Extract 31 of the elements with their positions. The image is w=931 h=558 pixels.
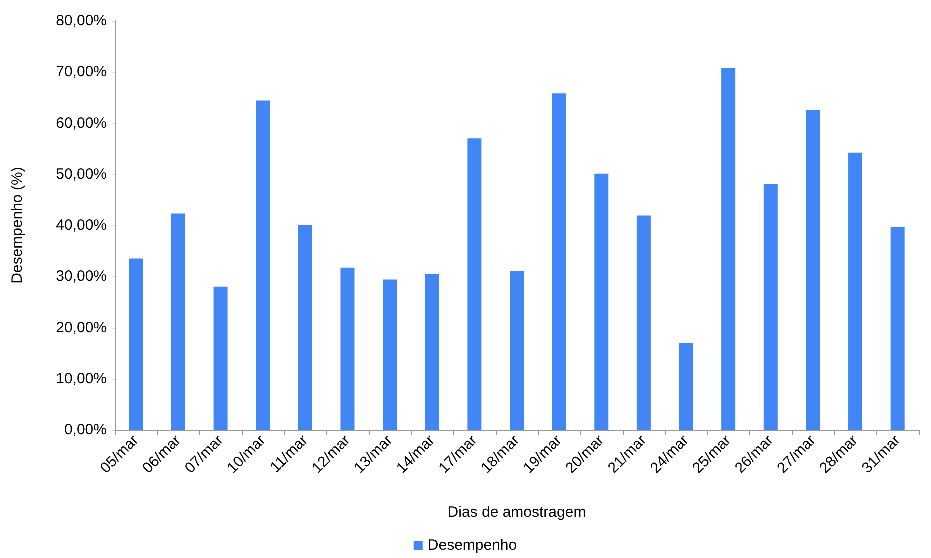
bar bbox=[848, 152, 863, 430]
bar bbox=[679, 343, 694, 430]
y-tick-label: 30,00% bbox=[56, 268, 107, 286]
bar bbox=[214, 286, 228, 430]
y-tick-label: 60,00% bbox=[56, 114, 107, 132]
y-tick-label: 10,00% bbox=[56, 370, 107, 388]
bar bbox=[806, 110, 820, 430]
bar bbox=[552, 94, 566, 430]
bar bbox=[468, 138, 482, 430]
x-axis-title: Dias de amostragem bbox=[448, 504, 586, 521]
bar bbox=[722, 68, 736, 430]
bar bbox=[171, 214, 186, 430]
y-tick-label: 70,00% bbox=[56, 64, 107, 81]
bar bbox=[129, 258, 144, 430]
bar bbox=[425, 274, 440, 430]
bar bbox=[890, 227, 905, 430]
y-tick-label: 50,00% bbox=[56, 166, 107, 183]
y-tick-label: 0,00% bbox=[64, 422, 107, 438]
bar bbox=[340, 268, 355, 430]
bar bbox=[383, 280, 398, 430]
y-tick-label: 40,00% bbox=[56, 217, 107, 234]
legend-label: Desempenho bbox=[428, 537, 518, 554]
bar bbox=[256, 100, 270, 430]
bar bbox=[636, 216, 651, 430]
bar bbox=[764, 184, 778, 430]
y-tick-label: 20,00% bbox=[56, 319, 107, 336]
y-tick-label: 80,00% bbox=[56, 12, 107, 30]
y-axis-title: Desempenho (%) bbox=[9, 167, 26, 284]
bar bbox=[510, 271, 524, 430]
bar bbox=[298, 224, 312, 430]
bar bbox=[594, 174, 609, 430]
